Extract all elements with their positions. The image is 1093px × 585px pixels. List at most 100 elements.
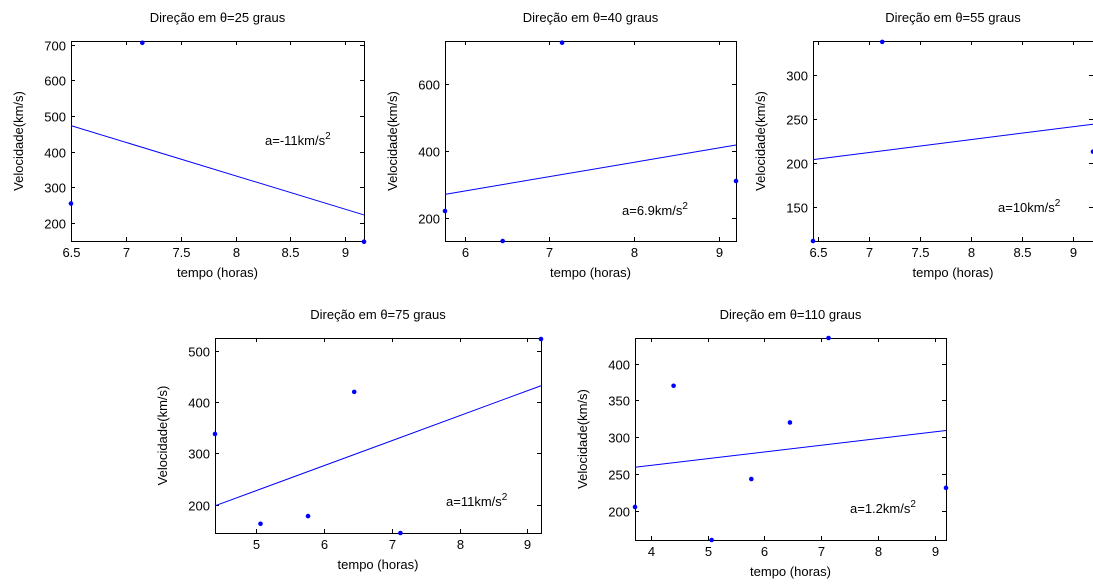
data-point — [140, 40, 145, 46]
y-axis-label: Velocidade(km/s) — [11, 91, 26, 191]
x-axis-label: tempo (horas) — [913, 265, 994, 280]
y-tick-label: 300 — [608, 431, 630, 446]
data-point — [632, 504, 638, 510]
x-tick-label: 8 — [457, 537, 464, 552]
chart-title: Direção em θ=40 graus — [523, 10, 659, 25]
x-tick-label: 6 — [321, 537, 328, 552]
data-point — [361, 239, 367, 245]
x-tick-label: 9 — [932, 544, 939, 559]
x-tick-label: 8.5 — [1013, 245, 1031, 260]
data-point — [500, 238, 505, 244]
y-tick-label: 700 — [44, 39, 66, 54]
chart-title: Direção em θ=55 graus — [885, 10, 1021, 25]
data-point — [826, 335, 831, 341]
data-point — [559, 40, 565, 45]
acceleration-annotation: a=6.9km/s2 — [622, 201, 688, 218]
y-tick-label: 200 — [608, 505, 630, 520]
acceleration-value: a=11km/s — [446, 494, 502, 509]
acceleration-exponent: 2 — [910, 499, 916, 510]
x-tick-label: 7 — [546, 245, 553, 260]
plot-frame — [71, 41, 365, 242]
regression-line — [214, 385, 542, 507]
x-tick-label: 5 — [253, 537, 260, 552]
x-tick-label: 8 — [875, 544, 882, 559]
y-tick-label: 350 — [608, 394, 630, 409]
x-tick-label: 9 — [524, 537, 531, 552]
acceleration-annotation: a=1.2km/s2 — [850, 499, 916, 516]
acceleration-value: a=10km/s — [998, 200, 1055, 215]
plot-frame — [635, 338, 947, 541]
y-tick-label: 150 — [786, 201, 808, 216]
acceleration-exponent: 2 — [682, 201, 688, 212]
regression-line — [812, 123, 1093, 161]
y-axis-label: Velocidade(km/s) — [753, 91, 768, 191]
y-tick-label: 400 — [608, 358, 630, 373]
data-point — [733, 178, 739, 184]
data-point — [398, 530, 403, 536]
data-point — [787, 420, 793, 425]
x-tick-label: 6 — [761, 544, 768, 559]
regression-line — [70, 125, 365, 216]
y-tick-label: 400 — [44, 146, 66, 161]
x-tick-label: 7 — [123, 245, 130, 260]
y-tick-label: 300 — [188, 447, 210, 462]
x-tick-label: 6 — [462, 245, 469, 260]
data-point — [442, 208, 448, 214]
y-tick-label: 300 — [44, 181, 66, 196]
acceleration-annotation: a=10km/s2 — [998, 198, 1061, 215]
acceleration-value: a=-11km/s — [265, 133, 326, 148]
data-point — [212, 431, 218, 437]
data-point — [1090, 149, 1093, 154]
chart-title: Direção em θ=25 graus — [150, 10, 286, 25]
x-axis-label: tempo (horas) — [177, 265, 258, 280]
data-point — [943, 485, 949, 491]
chart-title: Direção em θ=110 graus — [720, 307, 862, 322]
y-axis-label: Velocidade(km/s) — [155, 386, 170, 486]
data-point — [258, 521, 263, 527]
y-tick-label: 600 — [44, 74, 66, 89]
x-tick-label: 7 — [389, 537, 396, 552]
data-point — [305, 513, 311, 519]
data-point — [671, 383, 676, 389]
x-tick-label: 7.5 — [172, 245, 190, 260]
y-tick-label: 200 — [188, 499, 210, 514]
y-tick-label: 200 — [418, 212, 440, 227]
acceleration-value: a=1.2km/s — [850, 501, 911, 516]
x-tick-label: 7 — [866, 245, 873, 260]
y-tick-label: 500 — [188, 345, 210, 360]
acceleration-exponent: 2 — [502, 492, 508, 503]
x-axis-label: tempo (horas) — [750, 564, 831, 579]
plot-frame — [215, 338, 542, 534]
x-tick-label: 8.5 — [281, 245, 299, 260]
x-tick-label: 8 — [968, 245, 975, 260]
plot-panel-2: 6 7 8 9 200 400 600 Direção em θ=40 graus tempo … — [385, 10, 739, 280]
x-tick-label: 6.5 — [809, 245, 827, 260]
y-axis-label: Velocidade(km/s) — [575, 389, 590, 489]
x-tick-label: 7 — [818, 544, 825, 559]
plot-panel-4: 5 6 7 8 9 200 300 400 500 Direção em θ=75 graus te… — [155, 307, 544, 572]
data-point — [879, 39, 885, 45]
acceleration-exponent: 2 — [1055, 198, 1061, 209]
x-tick-label: 4 — [648, 544, 655, 559]
x-tick-label: 8 — [233, 245, 240, 260]
x-axis-label: tempo (horas) — [338, 557, 419, 572]
x-tick-label: 9 — [1070, 245, 1077, 260]
plot-panel-5: 4 5 6 7 8 9 200 250 300 350 400 Direção em θ=110 gr… — [575, 307, 949, 579]
data-point — [351, 389, 357, 395]
x-tick-label: 8 — [631, 245, 638, 260]
y-tick-label: 200 — [786, 157, 808, 172]
acceleration-annotation: a=11km/s2 — [446, 492, 508, 509]
x-tick-label: 5 — [705, 544, 712, 559]
y-tick-label: 400 — [188, 396, 210, 411]
x-axis-label: tempo (horas) — [550, 265, 631, 280]
data-point — [538, 336, 544, 342]
y-tick-label: 200 — [44, 217, 66, 232]
plot-panel-1: 6.5 7 7.5 8 8.5 9 200 300 400 500 600 700 Direção em… — [11, 10, 367, 280]
y-tick-label: 250 — [786, 113, 808, 128]
acceleration-exponent: 2 — [325, 131, 331, 142]
x-tick-label: 7.5 — [911, 245, 929, 260]
y-tick-label: 250 — [608, 468, 630, 483]
x-tick-label: 9 — [342, 245, 349, 260]
y-axis-label: Velocidade(km/s) — [385, 91, 400, 191]
